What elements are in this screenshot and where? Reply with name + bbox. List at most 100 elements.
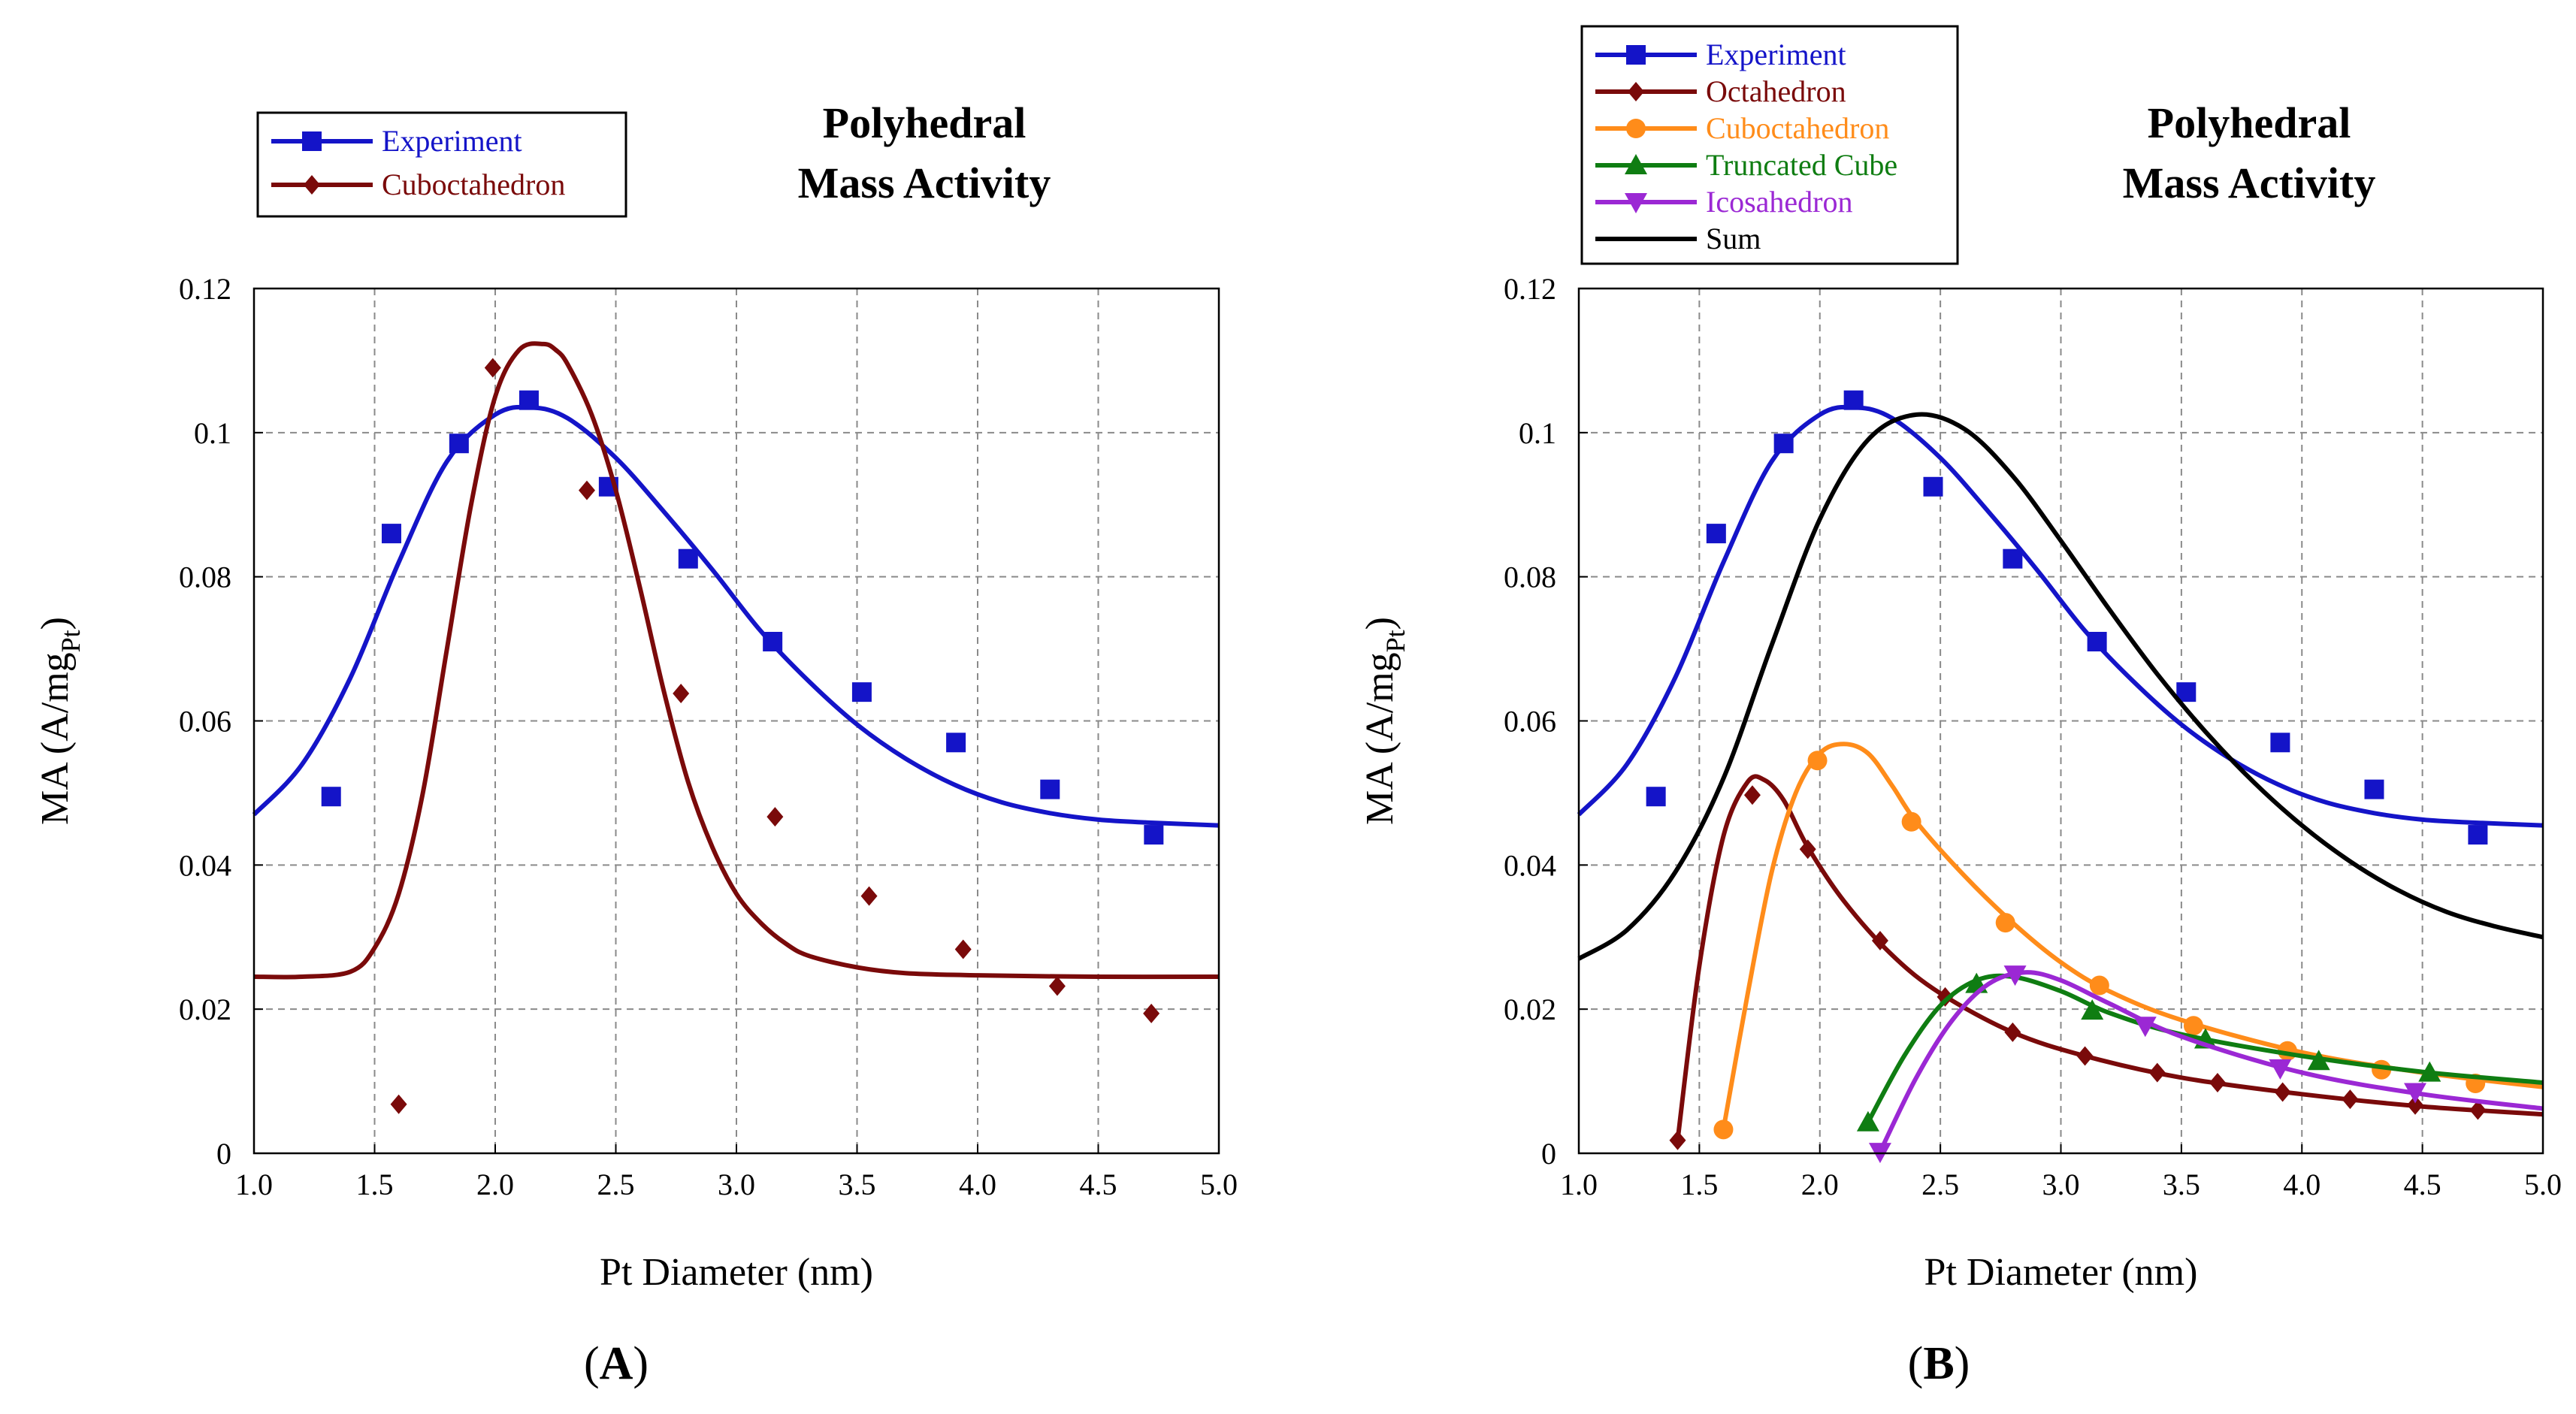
legend-label: Experiment — [1706, 38, 1846, 71]
x-tick-label: 4.0 — [2283, 1168, 2321, 1201]
data-point — [1040, 779, 1060, 799]
data-point — [851, 682, 872, 702]
data-point — [1143, 1003, 1160, 1023]
y-tick-label: 0.12 — [1504, 272, 1556, 306]
y-tick-label: 0.02 — [179, 993, 231, 1026]
data-point — [2469, 1100, 2487, 1120]
x-axis-label: Pt Diameter (nm) — [600, 1251, 873, 1294]
data-point — [2003, 548, 2023, 569]
data-point — [2404, 1083, 2427, 1104]
data-point — [2418, 1061, 2441, 1082]
legend-entry: Truncated Cube — [1595, 148, 1897, 182]
x-tick-label: 4.0 — [959, 1168, 996, 1201]
data-point — [1743, 785, 1761, 805]
gridlines — [1578, 288, 2544, 1154]
x-tick-label: 4.5 — [2404, 1168, 2441, 1201]
x-tick-label: 4.5 — [1080, 1168, 1117, 1201]
legend-label: Cuboctahedron — [382, 168, 565, 201]
legend-marker — [1626, 119, 1646, 138]
legend-marker — [1628, 82, 1644, 101]
fit-curve — [1878, 970, 2544, 1153]
data-point — [1646, 787, 1666, 807]
y-tick-label: 0 — [1541, 1137, 1556, 1171]
data-point — [1856, 1110, 1879, 1132]
data-point — [519, 390, 539, 410]
x-tick-label: 3.5 — [839, 1168, 876, 1201]
x-axis-label: Pt Diameter (nm) — [1924, 1251, 2198, 1294]
legend: Experiment Cuboctahedron — [256, 111, 627, 218]
x-tick-label: 5.0 — [2524, 1168, 2562, 1201]
data-point — [2468, 825, 2488, 845]
data-point — [954, 939, 972, 959]
chart-title: Mass Activity — [798, 159, 1051, 207]
data-point — [578, 480, 595, 500]
data-point — [1669, 1130, 1686, 1150]
data-point — [390, 1094, 407, 1114]
data-point — [1995, 913, 2015, 933]
y-tick-label: 0.08 — [179, 560, 231, 594]
legend-label: Octahedron — [1706, 74, 1846, 108]
data-point — [2081, 999, 2104, 1020]
data-point — [449, 434, 469, 454]
data-point — [2274, 1082, 2291, 1102]
legend-label: Cuboctahedron — [1706, 111, 1889, 145]
plot-frame — [1577, 287, 2544, 1155]
y-tick-label: 0.1 — [1519, 416, 1556, 450]
x-tick-label: 2.5 — [1921, 1168, 1959, 1201]
series-experiment — [1577, 390, 2544, 845]
legend-entry: Cuboctahedron — [271, 168, 565, 201]
legend-label: Truncated Cube — [1706, 148, 1897, 182]
series-sum — [1577, 412, 2544, 961]
fit-curve — [1577, 412, 2544, 961]
x-tick-label: 2.0 — [476, 1168, 514, 1201]
y-tick-label: 0.02 — [1504, 993, 1556, 1026]
data-point — [2364, 779, 2384, 799]
x-tick-label: 3.0 — [718, 1168, 755, 1201]
data-point — [2269, 1059, 2292, 1080]
legend-marker — [302, 131, 322, 151]
legend-marker — [1626, 45, 1646, 65]
y-tick-label: 0.06 — [1504, 705, 1556, 739]
x-tick-label: 2.0 — [1801, 1168, 1839, 1201]
legend-entry: Octahedron — [1595, 74, 1846, 108]
data-point — [1048, 976, 1066, 996]
legend-box — [1580, 25, 1959, 265]
y-tick-label: 0.06 — [179, 705, 231, 739]
legend: ExperimentOctahedronCuboctahedronTruncat… — [1580, 25, 1959, 265]
fit-curve — [253, 341, 1220, 980]
panel-b: 1.0 1.5 2.0 2.5 3.0 3.5 4.0 4.5 5.0 0 0.02 0.04 0.06… — [1359, 25, 2562, 1389]
y-axis-label: MA (A/mgPt) — [1359, 617, 1410, 825]
data-point — [860, 886, 878, 906]
data-point — [2133, 1017, 2157, 1038]
series-icosahedron — [1868, 965, 2544, 1164]
legend-entry: Sum — [1595, 222, 1761, 255]
y-tick-label: 0.04 — [179, 848, 231, 882]
y-tick-label: 0.08 — [1504, 560, 1556, 594]
data-point — [2004, 1022, 2021, 1042]
panel-label: (B) — [1908, 1338, 1970, 1389]
data-point — [1901, 811, 1921, 832]
legend-marker — [304, 175, 320, 195]
x-tick-label: 1.0 — [235, 1168, 273, 1201]
data-point — [2407, 1095, 2424, 1115]
data-point — [321, 787, 341, 807]
fit-curve — [1577, 404, 2544, 828]
legend-label: Sum — [1706, 222, 1761, 255]
data-point — [2003, 965, 2027, 986]
y-axis-label: MA (A/mgPt) — [34, 617, 86, 825]
data-point — [2342, 1089, 2359, 1110]
plot-frame — [252, 287, 1220, 1155]
data-point — [678, 548, 698, 569]
fit-curve — [1866, 973, 2544, 1124]
x-tick-label: 5.0 — [1200, 1168, 1238, 1201]
x-tick-label: 1.0 — [1560, 1168, 1598, 1201]
data-point — [766, 807, 784, 827]
chart-title: Polyhedral — [2148, 98, 2351, 147]
x-tick-label: 3.5 — [2163, 1168, 2200, 1201]
series-cuboctahedron — [1713, 742, 2544, 1140]
x-tick-label: 1.5 — [1680, 1168, 1718, 1201]
chart-title: Mass Activity — [2123, 159, 2376, 207]
panel-a: 1.0 1.5 2.0 2.5 3.0 3.5 4.0 4.5 5.0 0 0.02 0.04 0.06… — [34, 98, 1238, 1389]
x-tick-label: 1.5 — [356, 1168, 394, 1201]
data-point — [381, 524, 401, 544]
